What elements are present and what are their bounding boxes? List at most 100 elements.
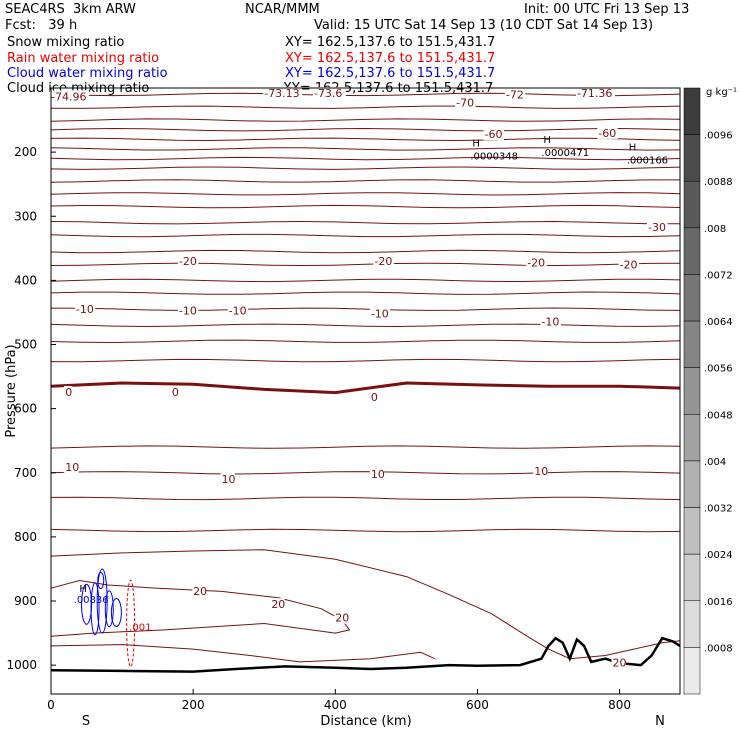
colorbar-swatch <box>683 274 701 322</box>
isotherm-label: 20 <box>193 585 207 598</box>
high-marker: H <box>79 584 87 595</box>
colorbar-label: .0072 <box>704 270 733 281</box>
isotherm-line <box>50 179 680 183</box>
contour-label-layer: -74.96 -73.13 -73.6 -70 -72 -71.36 -60 -60 -30 -2… <box>50 87 668 670</box>
isotherm-line <box>50 445 681 449</box>
field-xy-cloud-water: XY= 162.5,137.6 to 151.5,431.7 <box>285 66 496 81</box>
valid-time: Valid: 15 UTC Sat 14 Sep 13 (10 CDT Sat … <box>314 18 654 33</box>
rain-contour <box>126 579 136 668</box>
y-tick-label: 200 <box>14 145 37 159</box>
isotherm-label: -10 <box>229 305 247 318</box>
isotherm-line <box>50 471 681 475</box>
colorbar-label: .0032 <box>704 504 733 515</box>
org-label: NCAR/MMM <box>245 2 320 17</box>
isotherm-label-bg <box>647 221 668 234</box>
init-time: Init: 00 UTC Fri 13 Sep 13 <box>524 2 690 17</box>
isotherm-label: 20 <box>271 598 285 611</box>
isotherm-line <box>50 105 681 109</box>
field-label-cloud-water: Cloud water mixing ratio <box>7 66 168 81</box>
isotherm-line <box>50 358 681 363</box>
cloud-water-contour <box>104 590 114 628</box>
moisture-layer <box>81 568 136 668</box>
y-axis-title: Pressure (hPa) <box>4 344 19 437</box>
y-tick-label: 600 <box>14 402 37 416</box>
terrain-layer <box>50 636 681 673</box>
y-tick-label: 1000 <box>6 658 37 672</box>
y-tick-label: 500 <box>14 338 37 352</box>
isotherm-label-bg <box>192 584 207 597</box>
isotherm-line <box>50 233 681 238</box>
x-end-label-south: S <box>82 714 90 729</box>
colorbar-swatch <box>683 367 701 415</box>
isotherm-label: -73.6 <box>314 87 342 100</box>
colorbar-label: .0016 <box>704 597 733 608</box>
isotherm-label-bg <box>64 460 79 473</box>
colorbar-swatch <box>683 227 701 275</box>
isotherm-label-bg <box>220 473 235 486</box>
isotherm-label-bg <box>611 656 626 669</box>
x-tick-label: 800 <box>608 698 631 712</box>
x-tick-label: 0 <box>47 698 55 712</box>
colorbar-swatch <box>683 553 701 602</box>
isotherm-label: 0 <box>65 386 72 399</box>
colorbar-swatch <box>683 180 701 229</box>
colorbar-label: .0008 <box>704 643 733 654</box>
isotherm-line <box>50 156 681 161</box>
colorbar-label: .0096 <box>704 131 733 142</box>
colorbar-label: .0056 <box>704 364 733 375</box>
isotherm-label-bg <box>74 303 96 316</box>
isotherm-label-bg <box>455 96 476 109</box>
isotherm-line <box>50 528 681 533</box>
isotherm-label: 0 <box>172 386 179 399</box>
isotherm-line <box>50 323 681 328</box>
isotherm-label: 10 <box>222 473 236 486</box>
axes-layer: 0 200 400 600 800200300400500600700800900100… <box>6 145 631 712</box>
y-tick-label: 900 <box>14 594 37 608</box>
isotherm-label: -20 <box>527 256 545 269</box>
isotherm-line <box>50 137 681 142</box>
colorbar-label: .0024 <box>704 550 733 561</box>
isotherm-label: -20 <box>374 255 392 268</box>
colorbar-swatch <box>683 87 701 135</box>
isotherm-line <box>50 127 681 132</box>
isotherm-label-bg <box>369 391 378 404</box>
isotherm-20-line <box>50 579 351 637</box>
colorbar-unit: g kg⁻¹ <box>706 87 737 98</box>
isotherm-line <box>50 249 681 254</box>
isotherm-label: -70 <box>456 97 474 110</box>
isotherm-label-bg <box>170 385 179 398</box>
isotherm-label-bg <box>618 258 640 271</box>
isotherm-label-bg <box>526 256 547 269</box>
isotherm-label: -10 <box>76 303 94 316</box>
y-tick-label: 400 <box>14 273 37 287</box>
isotherm-label: -10 <box>179 305 197 318</box>
isotherm-line <box>50 291 681 295</box>
cloud-water-label: .00836 <box>74 595 109 606</box>
isotherm-label: 0 <box>371 391 378 404</box>
isotherm-line <box>50 192 681 196</box>
high-value-label: .0000471 <box>541 148 589 159</box>
isotherm-label-bg <box>369 307 391 320</box>
isotherm-25-line <box>50 644 436 663</box>
isotherm-label: -60 <box>485 128 503 141</box>
isotherm-label-bg <box>50 90 89 103</box>
high-value-label: .0000348 <box>470 151 518 162</box>
isotherm-label: -20 <box>179 255 197 268</box>
isotherm-label-bg <box>373 255 394 268</box>
isotherm-label-bg <box>64 385 73 398</box>
isotherm-line <box>50 166 681 170</box>
y-tick-label: 700 <box>14 466 37 480</box>
isotherm-label-bg <box>483 128 505 141</box>
isotherm-label: -60 <box>598 127 616 140</box>
high-value-label: .000166 <box>627 156 668 167</box>
isotherm-layer <box>50 92 681 663</box>
isotherm-label-bg <box>575 87 615 100</box>
isotherm-label: -10 <box>541 315 559 328</box>
isotherm-label: -71.36 <box>577 87 612 100</box>
isotherm-label: 20 <box>335 612 349 625</box>
rain-label: .001 <box>129 623 151 634</box>
field-xy-rain: XY= 162.5,137.6 to 151.5,431.7 <box>285 51 496 66</box>
isotherm-label: -72 <box>506 88 524 101</box>
plot-frame <box>50 87 681 695</box>
isotherm-label: 10 <box>371 468 385 481</box>
